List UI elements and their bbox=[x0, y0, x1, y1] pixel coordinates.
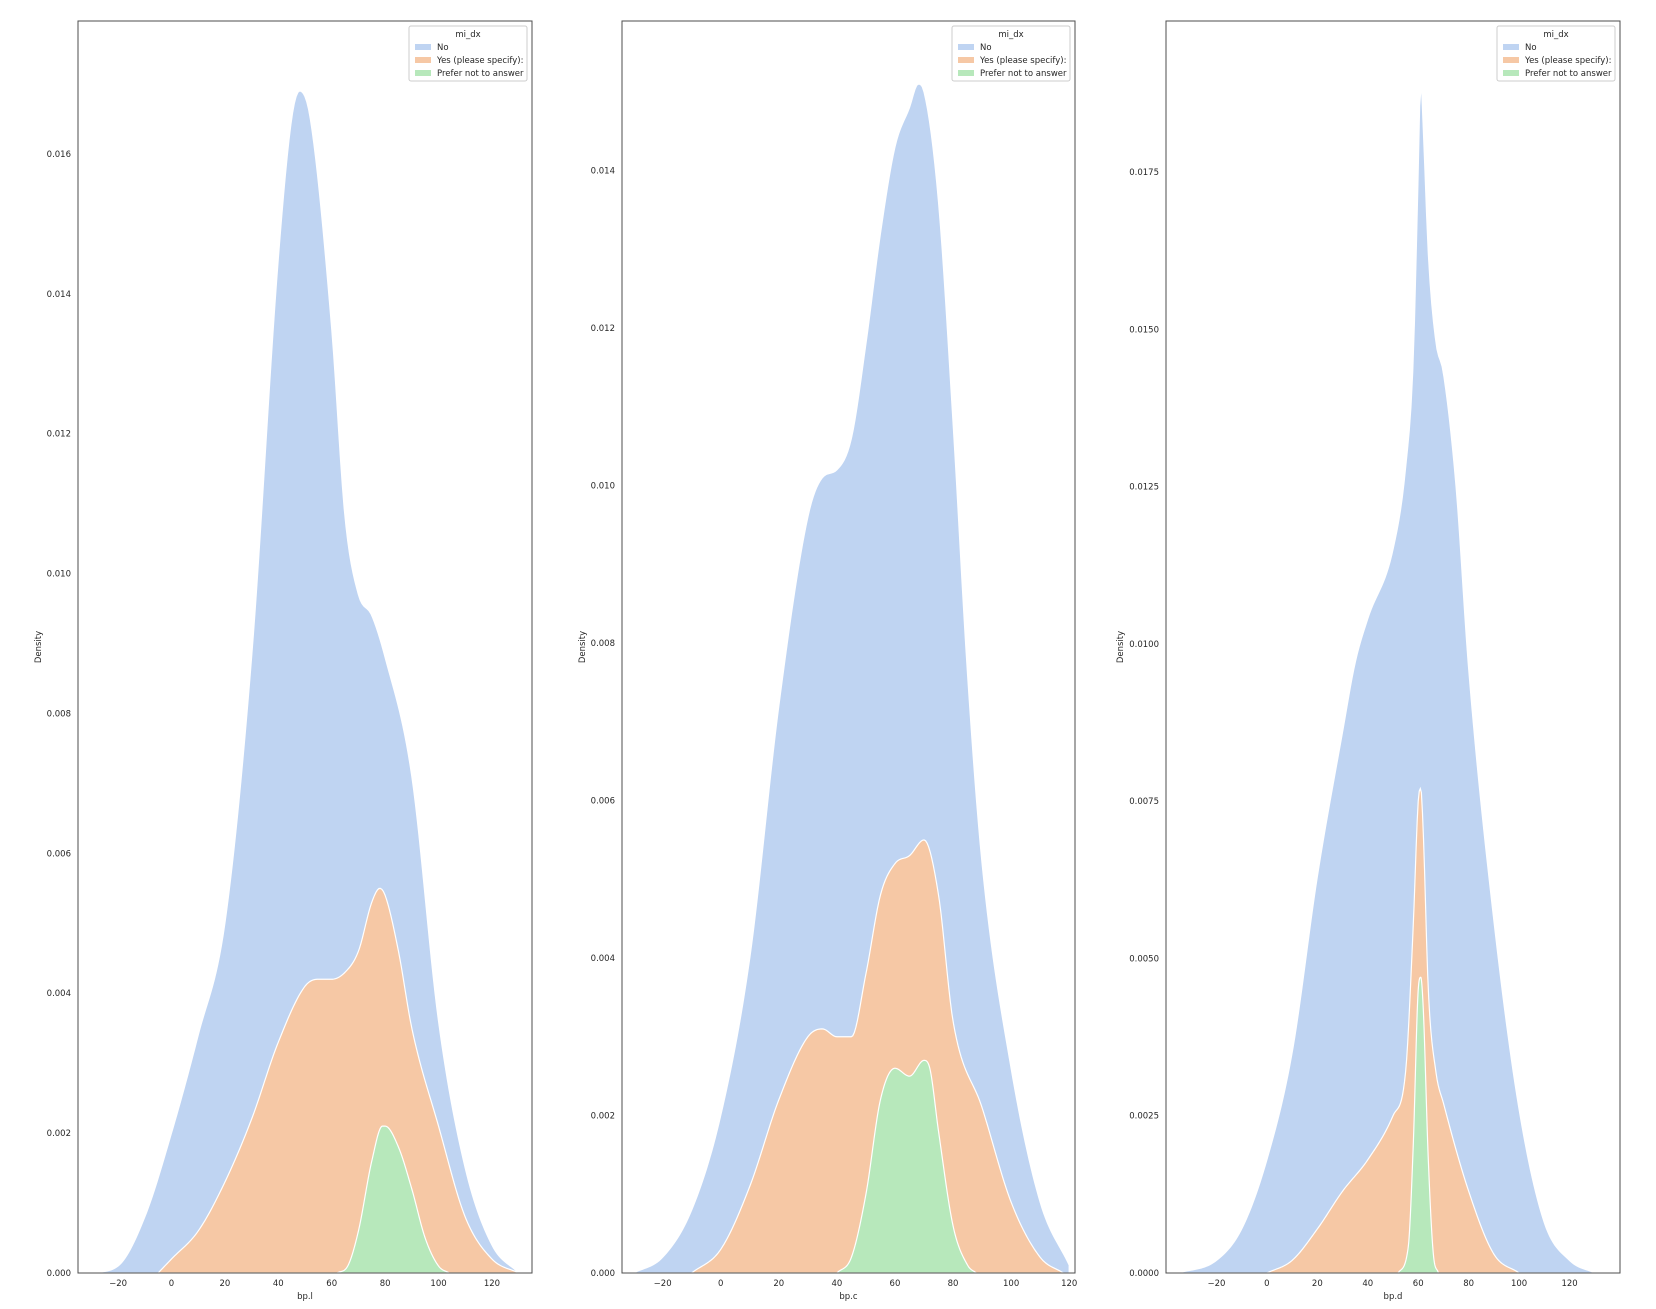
density-area-prefer-not-to-answer bbox=[1396, 976, 1440, 1274]
x-tick-label: 100 bbox=[1003, 1279, 1019, 1289]
legend-entry-label: No bbox=[980, 43, 992, 53]
y-tick-label: 0.010 bbox=[591, 482, 615, 492]
y-tick-label: 0.002 bbox=[47, 1129, 71, 1139]
legend-swatch bbox=[1503, 44, 1519, 50]
legend-swatch bbox=[958, 44, 974, 50]
x-tick-label: 20 bbox=[773, 1279, 784, 1289]
y-tick-label: 0.0150 bbox=[1129, 325, 1159, 335]
x-tick-label: 120 bbox=[1061, 1279, 1077, 1289]
y-tick-label: 0.0050 bbox=[1129, 954, 1159, 964]
x-tick-label: 80 bbox=[948, 1279, 959, 1289]
density-area-no bbox=[633, 83, 1070, 1274]
x-tick-label: 40 bbox=[273, 1279, 284, 1289]
x-tick-label: 80 bbox=[1463, 1279, 1474, 1289]
y-axis-label: Density bbox=[578, 631, 588, 663]
legend-swatch bbox=[415, 44, 431, 50]
y-tick-label: 0.004 bbox=[591, 954, 615, 964]
x-tick-label: 100 bbox=[430, 1279, 446, 1289]
y-tick-label: 0.0025 bbox=[1129, 1112, 1159, 1122]
y-tick-label: 0.000 bbox=[591, 1269, 615, 1279]
legend-box bbox=[1496, 25, 1616, 82]
x-tick-label: 120 bbox=[1561, 1279, 1577, 1289]
legend-swatch bbox=[1503, 70, 1519, 76]
legend-title: mi_dx bbox=[455, 30, 480, 40]
x-tick-label: 20 bbox=[219, 1279, 230, 1289]
legend-entry-label: Yes (please specify): bbox=[1524, 56, 1611, 66]
x-tick-label: 100 bbox=[1511, 1279, 1527, 1289]
legend-box bbox=[951, 25, 1071, 82]
x-tick-label: 0 bbox=[1264, 1279, 1269, 1289]
y-tick-label: 0.014 bbox=[47, 290, 71, 300]
y-tick-label: 0.008 bbox=[591, 639, 615, 649]
legend-entry-label: Prefer not to answer bbox=[980, 69, 1067, 79]
legend-swatch bbox=[1503, 57, 1519, 63]
axes-frame bbox=[77, 20, 533, 1274]
x-tick-label: 120 bbox=[484, 1279, 500, 1289]
legend-swatch bbox=[958, 70, 974, 76]
axes-frame bbox=[1165, 20, 1621, 1274]
legend-swatch bbox=[415, 57, 431, 63]
density-area-no bbox=[91, 90, 521, 1274]
y-tick-label: 0.002 bbox=[591, 1112, 615, 1122]
x-axis-label: bp.c bbox=[839, 1292, 857, 1302]
y-axis-label: Density bbox=[1116, 631, 1126, 663]
y-tick-label: 0.0075 bbox=[1129, 797, 1159, 807]
legend: mi_dx No Yes (please specify): Prefer not t… bbox=[951, 25, 1071, 82]
density-area-prefer-not-to-answer bbox=[334, 1125, 452, 1274]
x-tick-label: 60 bbox=[1413, 1279, 1424, 1289]
y-tick-label: 0.008 bbox=[47, 709, 71, 719]
density-panel-bp-l: −20 0 20 40 60 80 100 120 0.000 0.002 0.004 0.006 0.… bbox=[34, 20, 533, 1302]
y-axis-label: Density bbox=[34, 631, 44, 663]
y-tick-label: 0.0175 bbox=[1129, 168, 1159, 178]
legend-entry-label: Prefer not to answer bbox=[1525, 69, 1612, 79]
legend-entry-label: Yes (please specify): bbox=[436, 56, 523, 66]
x-axis-label: bp.d bbox=[1384, 1292, 1403, 1302]
x-tick-label: 20 bbox=[1312, 1279, 1323, 1289]
legend-entry-label: Prefer not to answer bbox=[437, 69, 524, 79]
legend-swatch bbox=[958, 57, 974, 63]
x-tick-label: 60 bbox=[890, 1279, 901, 1289]
y-tick-label: 0.010 bbox=[47, 570, 71, 580]
density-panel-bp-d: −20 0 20 40 60 80 100 120 0.0000 0.0025 0.0050 0.00… bbox=[1116, 20, 1621, 1302]
x-tick-label: 60 bbox=[326, 1279, 337, 1289]
y-tick-label: 0.006 bbox=[47, 849, 71, 859]
axes-frame bbox=[621, 20, 1076, 1274]
x-tick-label: −20 bbox=[654, 1279, 672, 1289]
y-tick-label: 0.0125 bbox=[1129, 483, 1159, 493]
density-area-prefer-not-to-answer bbox=[835, 1059, 978, 1274]
legend-entry-label: Yes (please specify): bbox=[979, 56, 1066, 66]
y-tick-label: 0.012 bbox=[47, 430, 71, 440]
x-tick-label: 0 bbox=[718, 1279, 723, 1289]
density-panel-bp-c: −20 0 20 40 60 80 100 120 0.000 0.002 0.004 0.006 0.… bbox=[578, 20, 1077, 1302]
y-tick-label: 0.012 bbox=[591, 324, 615, 334]
density-area-no bbox=[1178, 82, 1596, 1274]
y-tick-label: 0.004 bbox=[47, 989, 71, 999]
legend-title: mi_dx bbox=[1543, 30, 1568, 40]
legend-entry-label: No bbox=[437, 43, 449, 53]
y-tick-label: 0.006 bbox=[591, 797, 615, 807]
legend-entry-label: No bbox=[1525, 43, 1537, 53]
legend-box bbox=[408, 25, 528, 82]
legend-title: mi_dx bbox=[998, 30, 1023, 40]
density-area-yes-please-specify bbox=[689, 839, 1066, 1274]
legend: mi_dx No Yes (please specify): Prefer not t… bbox=[1496, 25, 1616, 82]
x-tick-label: 80 bbox=[380, 1279, 391, 1289]
legend-swatch bbox=[415, 70, 431, 76]
y-tick-label: 0.016 bbox=[47, 150, 71, 160]
x-tick-label: 40 bbox=[831, 1279, 842, 1289]
density-area-yes-please-specify bbox=[156, 887, 519, 1274]
x-tick-label: −20 bbox=[109, 1279, 127, 1289]
x-tick-label: −20 bbox=[1207, 1279, 1225, 1289]
x-tick-label: 0 bbox=[169, 1279, 174, 1289]
legend: mi_dx No Yes (please specify): Prefer not t… bbox=[408, 25, 528, 82]
y-tick-label: 0.000 bbox=[47, 1269, 71, 1279]
x-tick-label: 40 bbox=[1362, 1279, 1373, 1289]
density-area-yes-please-specify bbox=[1266, 786, 1521, 1274]
y-tick-label: 0.0100 bbox=[1129, 640, 1159, 650]
y-tick-label: 0.0000 bbox=[1129, 1269, 1159, 1279]
y-tick-label: 0.014 bbox=[591, 167, 615, 177]
x-axis-label: bp.l bbox=[297, 1292, 313, 1302]
